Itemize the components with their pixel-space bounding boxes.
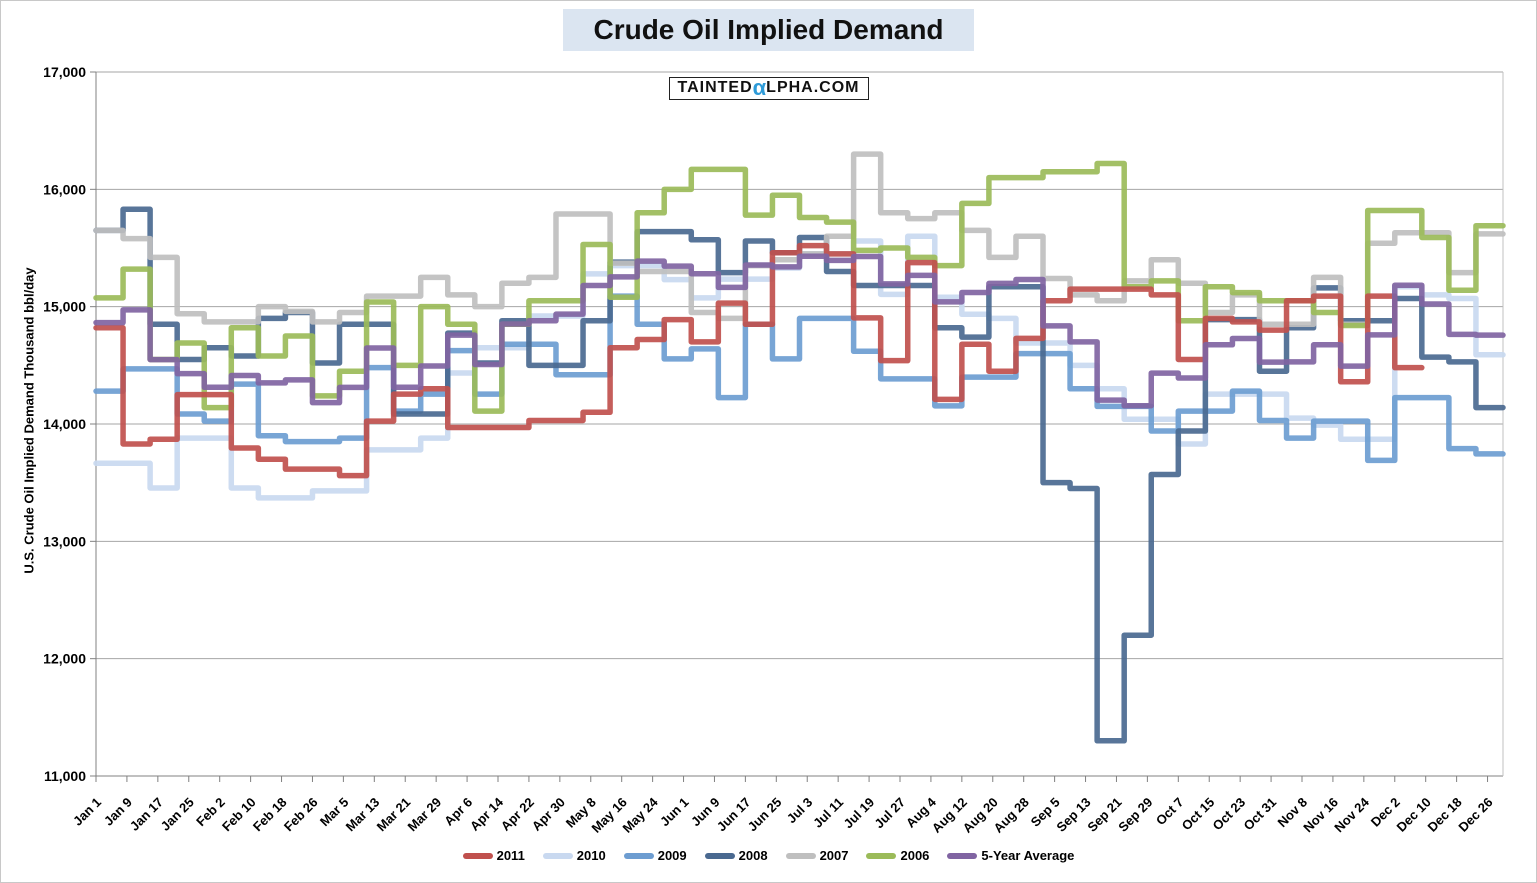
- x-tick-label: Jul 19: [841, 795, 878, 832]
- legend-label: 5-Year Average: [981, 848, 1075, 863]
- x-tick-label: Nov 24: [1331, 794, 1372, 835]
- x-tick-label: Jun 17: [714, 795, 754, 835]
- x-tick-label: Sep 29: [1115, 795, 1155, 835]
- x-tick-label: Aug 28: [991, 795, 1032, 836]
- series-line-2006: [93, 160, 1506, 414]
- series-line-5-year-average: [93, 253, 1506, 409]
- x-tick-label: Apr 22: [498, 795, 537, 834]
- watermark-text-right: LPHA.COM: [766, 79, 860, 96]
- x-tick-label: May 24: [619, 794, 661, 836]
- chart-title-row: Crude Oil Implied Demand: [1, 9, 1536, 51]
- x-tick-label: Jun 25: [745, 795, 785, 835]
- y-tick-label: 16,000: [43, 181, 86, 197]
- legend-swatch-icon: [947, 852, 978, 859]
- legend-label: 2009: [657, 848, 687, 863]
- legend-label: 2010: [576, 848, 606, 863]
- alpha-glyph-icon: α: [752, 75, 767, 100]
- legend-label: 2011: [496, 848, 525, 863]
- y-tick-label: 13,000: [43, 533, 86, 549]
- y-tick-label: 15,000: [43, 299, 86, 315]
- x-tick-label: Apr 14: [467, 794, 507, 834]
- taintedalpha-watermark: TAINTEDαLPHA.COM: [668, 75, 869, 100]
- legend-item-2007: 2007: [785, 848, 849, 863]
- legend-item-2010: 2010: [542, 848, 606, 863]
- x-tick-label: Jan 25: [158, 795, 197, 834]
- legend-item-2006: 2006: [866, 848, 929, 863]
- legend-swatch-icon: [704, 852, 735, 859]
- x-tick-label: Jan 1: [70, 795, 104, 829]
- legend-label: 2007: [819, 848, 849, 863]
- legend-swatch-icon: [542, 852, 573, 859]
- axes: [95, 72, 1504, 782]
- y-tick-label: 17,000: [43, 64, 86, 80]
- legend-item-2009: 2009: [623, 848, 687, 863]
- y-tick-label: 14,000: [43, 416, 86, 432]
- series-lines: [93, 151, 1506, 744]
- x-tick-label: Dec 26: [1455, 795, 1495, 835]
- legend-swatch-icon: [462, 852, 493, 859]
- series-line-2010: [93, 233, 1506, 501]
- y-tick-label: 12,000: [43, 651, 86, 667]
- watermark-text-left: TAINTED: [677, 79, 753, 96]
- x-tick-label: Oct 31: [1240, 795, 1279, 834]
- legend-swatch-icon: [623, 852, 654, 859]
- x-tick-label: Jul 27: [871, 795, 908, 832]
- x-tick-label: Jul 11: [810, 795, 846, 831]
- legend-label: 2008: [738, 848, 768, 863]
- legend-label: 2006: [900, 848, 930, 863]
- gridlines: [90, 71, 1503, 777]
- x-tick-label: Mar 21: [374, 795, 414, 835]
- x-tick-label: Mar 13: [343, 795, 383, 835]
- legend-item-5-year-average: 5-Year Average: [947, 848, 1074, 863]
- x-tick-label: Oct 15: [1179, 795, 1218, 834]
- series-line-2011: [93, 242, 1425, 479]
- x-tick-label: Mar 29: [405, 795, 445, 835]
- y-tick-label: 11,000: [44, 768, 86, 784]
- chart-title: Crude Oil Implied Demand: [563, 9, 974, 51]
- watermark-row: TAINTEDαLPHA.COM: [1, 77, 1536, 100]
- legend-swatch-icon: [785, 852, 816, 859]
- x-tick-label: Feb 18: [250, 795, 290, 835]
- series-line-2008: [93, 206, 1506, 744]
- x-tick-label: Jan 17: [127, 795, 166, 834]
- x-tick-label: Feb 10: [219, 795, 259, 835]
- series-line-2009: [93, 293, 1506, 464]
- y-tick-labels: 11,000 12,000 13,000 14,000 15,000 16,000 17,0…: [43, 64, 86, 784]
- x-tick-label: Apr 30: [529, 795, 568, 834]
- legend-item-2011: 2011: [462, 848, 525, 863]
- legend-swatch-icon: [866, 852, 897, 859]
- x-tick-label: Jun 1: [657, 795, 692, 830]
- legend: 2011 2010 2009 2008 2007 2006 5-Year Average: [1, 848, 1536, 863]
- x-tick-label: Feb 26: [281, 795, 321, 835]
- x-tick-label: Oct 23: [1210, 795, 1249, 834]
- legend-item-2008: 2008: [704, 848, 768, 863]
